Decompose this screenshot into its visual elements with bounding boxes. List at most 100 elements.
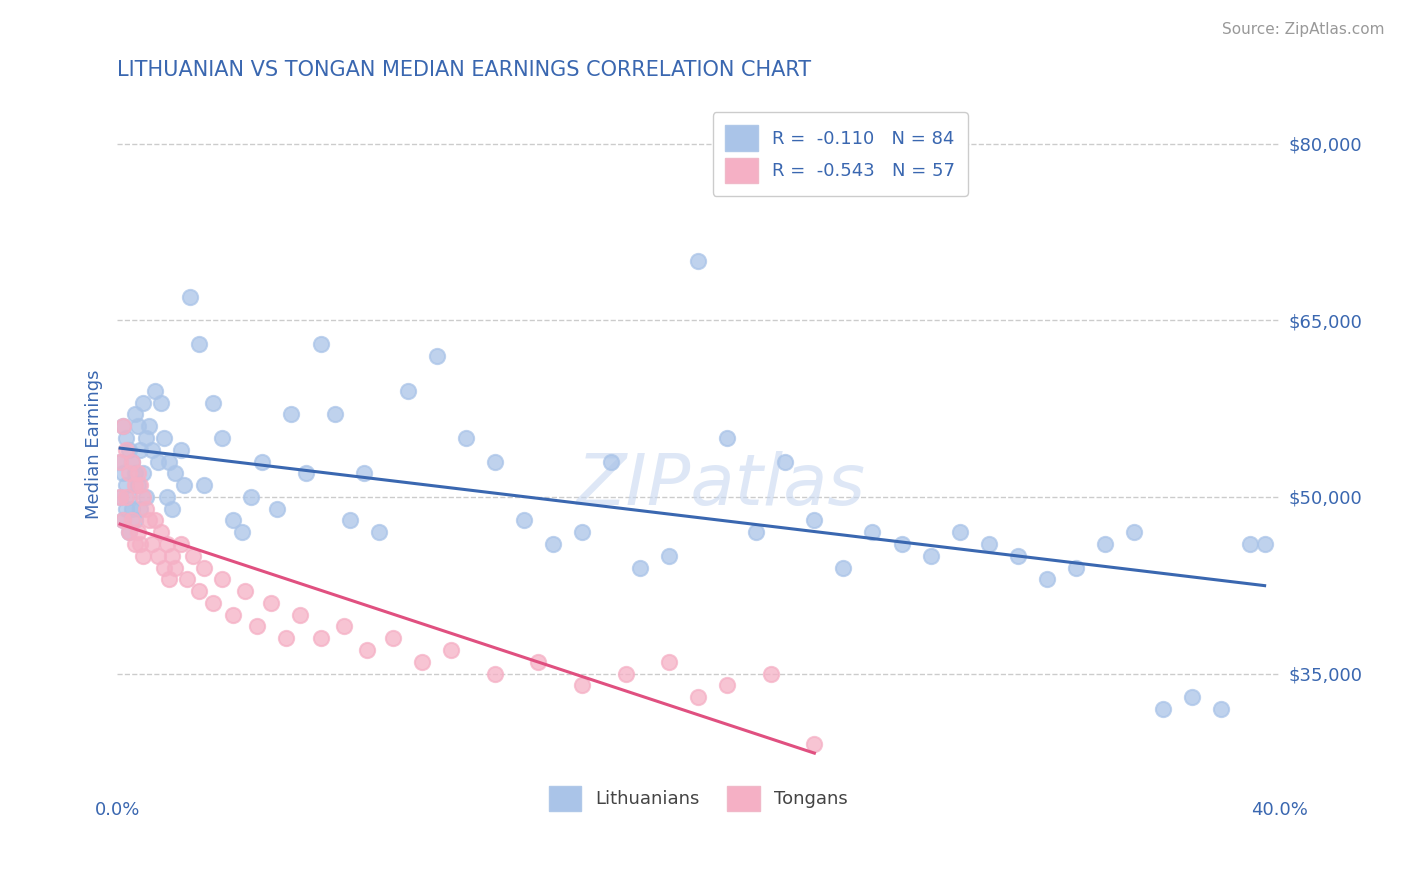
Point <box>121 454 143 468</box>
Point <box>803 513 825 527</box>
Point <box>176 572 198 586</box>
Point <box>111 513 134 527</box>
Point <box>571 525 593 540</box>
Point <box>323 408 346 422</box>
Point <box>108 490 131 504</box>
Point <box>716 678 738 692</box>
Point <box>426 349 449 363</box>
Point <box>193 560 215 574</box>
Point <box>124 408 146 422</box>
Point <box>1253 537 1275 551</box>
Point <box>527 655 550 669</box>
Point <box>716 431 738 445</box>
Point <box>124 537 146 551</box>
Point <box>129 501 152 516</box>
Point <box>193 478 215 492</box>
Text: LITHUANIAN VS TONGAN MEDIAN EARNINGS CORRELATION CHART: LITHUANIAN VS TONGAN MEDIAN EARNINGS COR… <box>117 60 811 79</box>
Point <box>290 607 312 622</box>
Point <box>138 419 160 434</box>
Point <box>141 442 163 457</box>
Point <box>115 490 138 504</box>
Point <box>309 336 332 351</box>
Point <box>356 643 378 657</box>
Point <box>977 537 1000 551</box>
Point <box>658 549 681 563</box>
Point <box>121 501 143 516</box>
Point <box>118 490 141 504</box>
Point <box>111 467 134 481</box>
Point <box>129 442 152 457</box>
Point <box>146 549 169 563</box>
Point <box>454 431 477 445</box>
Point <box>382 631 405 645</box>
Point <box>173 478 195 492</box>
Point <box>571 678 593 692</box>
Point <box>155 490 177 504</box>
Point <box>165 560 187 574</box>
Point <box>121 454 143 468</box>
Point <box>132 549 155 563</box>
Point <box>135 431 157 445</box>
Point <box>309 631 332 645</box>
Point <box>1122 525 1144 540</box>
Point <box>115 478 138 492</box>
Point <box>202 395 225 409</box>
Point <box>108 454 131 468</box>
Text: Source: ZipAtlas.com: Source: ZipAtlas.com <box>1222 22 1385 37</box>
Point <box>108 454 131 468</box>
Point <box>1035 572 1057 586</box>
Point <box>124 513 146 527</box>
Point <box>138 513 160 527</box>
Point <box>274 631 297 645</box>
Point <box>260 596 283 610</box>
Point <box>127 419 149 434</box>
Point <box>149 395 172 409</box>
Point <box>239 490 262 504</box>
Point <box>181 549 204 563</box>
Point <box>688 254 710 268</box>
Point <box>187 584 209 599</box>
Point <box>745 525 768 540</box>
Point <box>111 419 134 434</box>
Legend: Lithuanians, Tongans: Lithuanians, Tongans <box>536 773 860 824</box>
Point <box>124 478 146 492</box>
Point <box>170 537 193 551</box>
Point <box>775 454 797 468</box>
Point <box>187 336 209 351</box>
Point <box>202 596 225 610</box>
Point <box>541 537 564 551</box>
Point <box>1007 549 1029 563</box>
Point <box>129 478 152 492</box>
Point <box>367 525 389 540</box>
Point <box>440 643 463 657</box>
Point <box>832 560 855 574</box>
Point <box>111 513 134 527</box>
Point <box>118 467 141 481</box>
Point <box>108 490 131 504</box>
Point <box>920 549 942 563</box>
Point <box>688 690 710 704</box>
Point <box>162 549 184 563</box>
Point <box>411 655 433 669</box>
Point <box>222 607 245 622</box>
Point <box>1152 702 1174 716</box>
Point <box>124 467 146 481</box>
Point <box>165 467 187 481</box>
Text: ZIPatlas: ZIPatlas <box>576 451 866 520</box>
Point <box>127 525 149 540</box>
Point <box>211 572 233 586</box>
Point <box>135 501 157 516</box>
Point <box>353 467 375 481</box>
Point <box>141 537 163 551</box>
Point <box>118 525 141 540</box>
Point <box>333 619 356 633</box>
Point <box>149 525 172 540</box>
Point <box>159 454 181 468</box>
Point <box>862 525 884 540</box>
Point <box>252 454 274 468</box>
Point <box>132 490 155 504</box>
Point <box>143 384 166 398</box>
Point <box>152 560 174 574</box>
Point <box>179 290 201 304</box>
Point <box>803 737 825 751</box>
